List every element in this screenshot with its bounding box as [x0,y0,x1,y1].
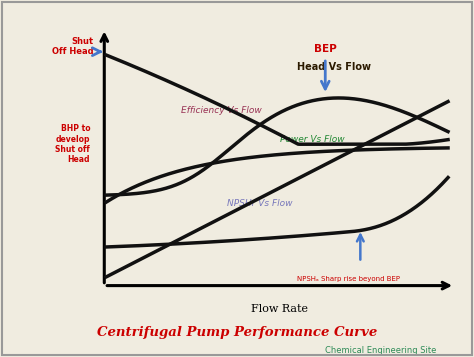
Text: Head Vs Flow: Head Vs Flow [297,62,371,72]
Text: NPSHₐ Sharp rise beyond BEP: NPSHₐ Sharp rise beyond BEP [297,276,400,282]
Text: Flow Rate: Flow Rate [251,303,308,313]
Text: Power Vs Flow: Power Vs Flow [280,135,344,144]
Text: Chemical Engineering Site: Chemical Engineering Site [325,346,436,356]
Text: Shut
Off Head: Shut Off Head [52,37,94,56]
Text: Centrifugal Pump Performance Curve: Centrifugal Pump Performance Curve [97,326,377,338]
Text: NPSHr Vs Flow: NPSHr Vs Flow [227,199,292,208]
Text: BEP: BEP [314,44,337,54]
Text: Efficiency Vs Flow: Efficiency Vs Flow [182,106,262,115]
Text: BHP to
develop
Shut off
Head: BHP to develop Shut off Head [55,124,90,164]
